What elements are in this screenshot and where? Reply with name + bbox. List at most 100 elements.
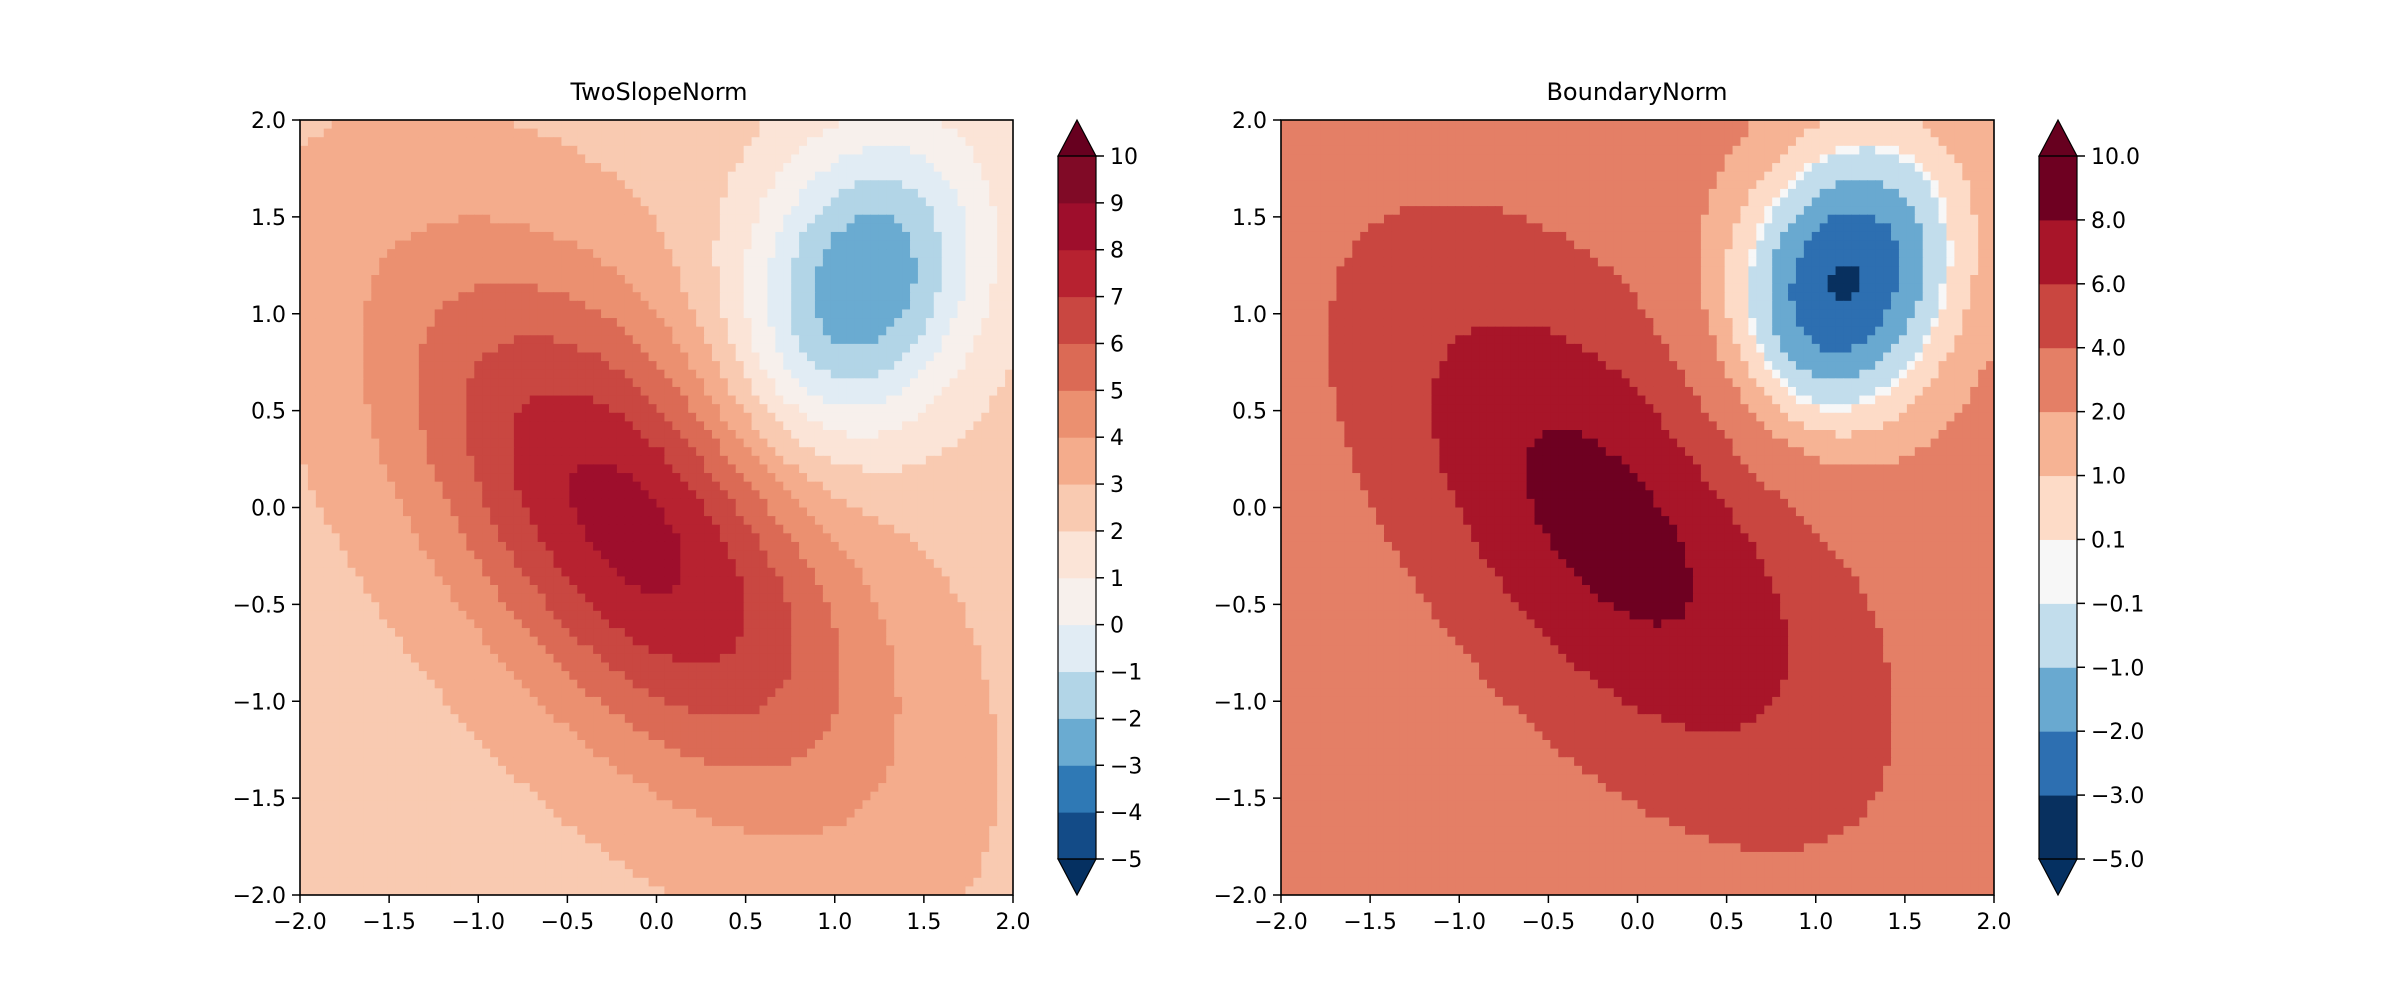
contour-cell	[498, 335, 507, 345]
contour-cell	[347, 240, 357, 250]
contour-cell	[981, 292, 990, 302]
contour-cell	[601, 240, 610, 250]
contour-cell	[379, 197, 388, 207]
contour-cell	[608, 378, 618, 388]
contour-cell	[640, 128, 650, 138]
contour-cell	[989, 318, 998, 328]
contour-cell	[395, 137, 404, 147]
contour-cell	[513, 240, 523, 250]
contour-cell	[616, 507, 626, 517]
contour-cell	[529, 361, 539, 371]
contour-cell	[735, 188, 745, 199]
contour-cell	[545, 516, 555, 526]
contour-cell	[965, 576, 974, 586]
contour-cell	[450, 343, 460, 354]
contour-cell	[941, 524, 951, 534]
contour-cell	[640, 507, 650, 517]
contour-cell	[989, 257, 998, 267]
contour-cell	[664, 171, 673, 181]
contour-cell	[379, 180, 388, 190]
contour-cell	[355, 154, 364, 164]
contour-cell	[846, 524, 856, 534]
contour-cell	[569, 369, 578, 379]
contour-cell	[490, 257, 499, 267]
contour-cell	[387, 567, 396, 577]
contour-cell	[300, 585, 309, 595]
contour-cell	[553, 137, 563, 147]
contour-cell	[878, 318, 887, 328]
contour-cell	[387, 550, 396, 560]
contour-cell	[545, 223, 555, 233]
contour-cell	[410, 249, 420, 259]
contour-cell	[743, 309, 753, 319]
contour-cell	[418, 481, 428, 491]
contour-cell	[624, 490, 634, 500]
contour-cell	[426, 309, 436, 319]
contour-cell	[513, 283, 523, 293]
contour-cell	[418, 206, 428, 216]
contour-cell	[917, 145, 927, 156]
contour-cell	[854, 447, 864, 457]
contour-cell	[513, 249, 523, 259]
contour-cell	[791, 154, 800, 164]
contour-cell	[822, 585, 832, 595]
contour-cell	[767, 300, 776, 311]
contour-cell	[529, 326, 539, 336]
contour-cell	[632, 386, 642, 397]
contour-cell	[838, 137, 848, 147]
contour-cell	[624, 386, 634, 397]
contour-cell	[751, 541, 761, 552]
contour-cell	[814, 300, 824, 311]
contour-cell	[474, 404, 483, 414]
contour-cell	[799, 206, 808, 216]
contour-cell	[315, 541, 325, 552]
contour-cell	[521, 266, 531, 276]
contour-cell	[672, 438, 681, 448]
contour-cell	[814, 128, 824, 138]
contour-cell	[894, 412, 903, 422]
contour-cell	[711, 120, 721, 130]
contour-cell	[418, 318, 428, 328]
contour-cell	[664, 180, 673, 190]
contour-cell	[648, 292, 658, 302]
contour-cell	[814, 249, 824, 259]
contour-cell	[363, 412, 372, 422]
contour-cell	[949, 266, 959, 276]
contour-cell	[601, 473, 610, 483]
contour-cell	[442, 507, 452, 517]
contour-cell	[418, 490, 428, 500]
contour-cell	[402, 231, 412, 242]
contour-cell	[300, 507, 309, 517]
contour-cell	[545, 386, 555, 397]
contour-cell	[838, 576, 848, 586]
contour-cell	[601, 395, 610, 405]
contour-cell	[910, 498, 919, 509]
contour-cell	[307, 430, 317, 440]
contour-cell	[458, 128, 467, 138]
contour-cell	[632, 507, 642, 517]
contour-cell	[379, 498, 388, 509]
contour-cell	[799, 197, 808, 207]
contour-cell	[838, 386, 848, 397]
contour-cell	[767, 447, 776, 457]
contour-cell	[616, 369, 626, 379]
contour-cell	[418, 455, 428, 466]
contour-cell	[482, 473, 491, 483]
contour-cell	[696, 145, 705, 156]
contour-cell	[339, 128, 349, 138]
contour-cell	[743, 120, 753, 130]
contour-cell	[347, 567, 357, 577]
contour-cell	[949, 249, 959, 259]
contour-cell	[870, 481, 879, 491]
contour-cell	[300, 206, 309, 216]
contour-cell	[997, 180, 1006, 190]
contour-cell	[505, 541, 515, 552]
contour-cell	[426, 266, 436, 276]
contour-cell	[997, 214, 1006, 224]
contour-cell	[513, 395, 523, 405]
contour-cell	[402, 447, 412, 457]
contour-cell	[387, 206, 396, 216]
contour-cell	[505, 206, 515, 216]
contour-cell	[735, 343, 745, 354]
contour-cell	[751, 249, 761, 259]
